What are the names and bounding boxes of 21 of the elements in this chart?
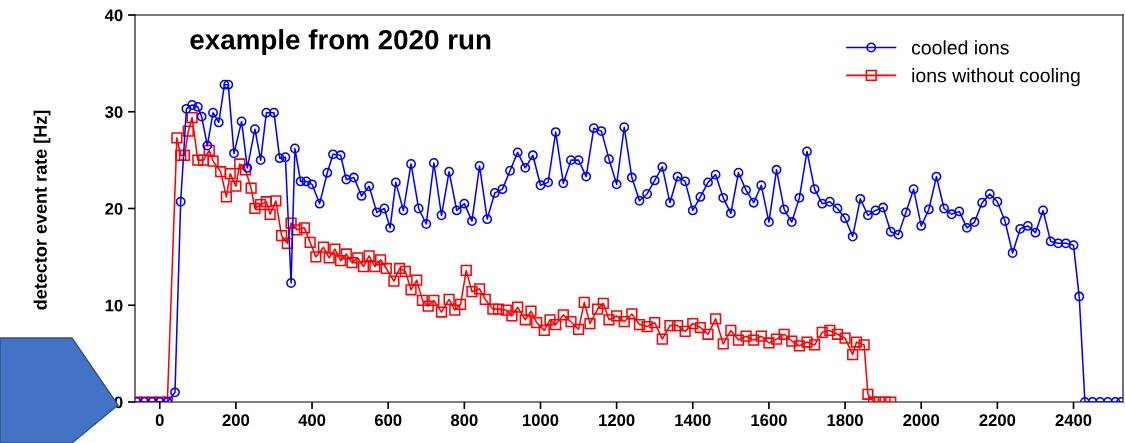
y-tick-label: 10 [105, 299, 123, 312]
x-tick-label: 2200 [979, 414, 1016, 427]
legend-label: cooled ions [911, 40, 1009, 55]
x-tick-label: 2000 [903, 414, 940, 427]
x-tick-label: 1200 [599, 414, 635, 427]
x-tick-label: 400 [298, 414, 326, 427]
x-tick-label: 1600 [751, 414, 787, 427]
y-tick-label: 40 [104, 9, 123, 22]
annotation: example from 2020 run [190, 29, 491, 56]
x-tick-label: 1000 [522, 414, 559, 427]
x-tick-label: 2400 [1055, 414, 1092, 427]
x-tick-label: 1400 [675, 414, 711, 427]
legend-label: ions without cooling [912, 68, 1080, 87]
x-tick-label: 0 [155, 414, 164, 427]
y-tick-label: 30 [105, 106, 123, 118]
x-tick-label: 800 [450, 414, 478, 427]
y-axis-title: detector event rate [Hz] [33, 110, 51, 310]
x-tick-label: 600 [374, 414, 402, 427]
x-tick-label: 1800 [827, 414, 863, 427]
x-tick-label: 200 [222, 414, 250, 427]
y-tick-label: 20 [105, 202, 123, 215]
